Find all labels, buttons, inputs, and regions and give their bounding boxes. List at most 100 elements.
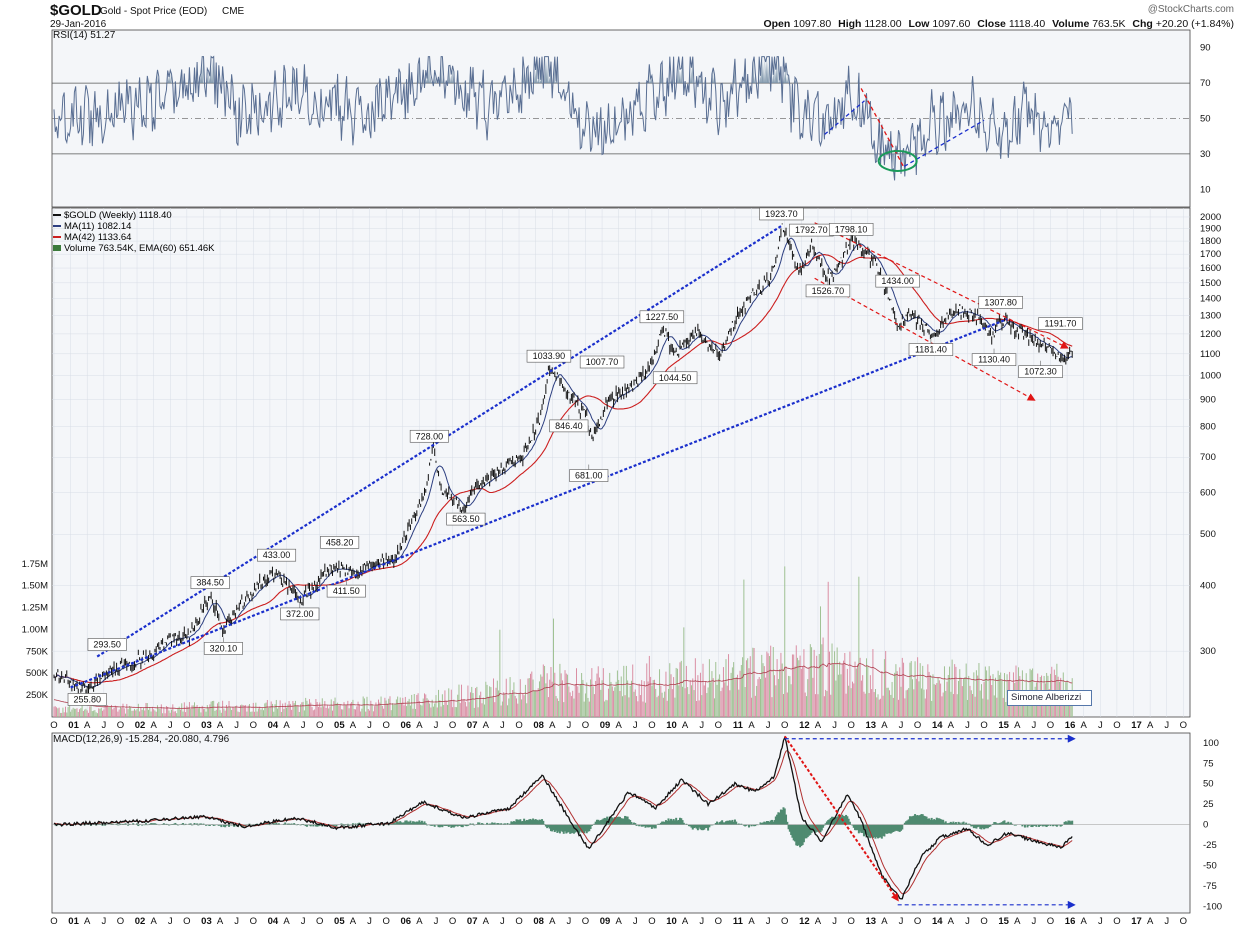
- volume-bar: [702, 663, 704, 717]
- macd-hist-bar: [1054, 824, 1057, 826]
- macd-hist-bar: [1027, 824, 1030, 826]
- volume-bar: [703, 685, 705, 717]
- volume-bar: [328, 708, 330, 717]
- macd-hist-bar: [804, 824, 807, 839]
- macd-hist-bar: [839, 816, 842, 825]
- macd-hist-bar: [144, 823, 147, 825]
- volume-bar: [904, 698, 906, 717]
- volume-bar: [370, 700, 372, 717]
- volume-bar: [188, 702, 190, 717]
- price-y-tick-label: 500: [1200, 529, 1216, 540]
- volume-bar: [855, 668, 857, 717]
- macd-hist-bar: [556, 824, 559, 833]
- volume-bar: [597, 666, 599, 717]
- volume-bar: [584, 693, 586, 717]
- price-x-tick-label: A: [1147, 720, 1154, 731]
- volume-bar: [298, 711, 300, 717]
- macd-hist-bar: [635, 824, 638, 826]
- rsi-trendline-blue-1: [824, 100, 865, 135]
- volume-bar: [706, 693, 708, 717]
- volume-bar: [307, 703, 309, 717]
- macd-y-tick-label: 75: [1203, 758, 1214, 769]
- price-label-box: [67, 693, 107, 706]
- volume-bar: [666, 700, 668, 717]
- macd-hist-bar: [878, 824, 881, 838]
- price-point-label: 372.00: [286, 609, 314, 619]
- macd-hist-bar: [180, 823, 183, 825]
- volume-bar: [987, 699, 989, 717]
- volume-bar: [95, 712, 97, 717]
- volume-bar: [211, 700, 213, 717]
- volume-bar: [326, 705, 328, 717]
- volume-bar: [973, 672, 975, 717]
- macd-hist-bar: [391, 823, 394, 825]
- macd-hist-bar: [557, 824, 560, 832]
- volume-bar: [426, 698, 428, 717]
- macd-hist-bar: [489, 823, 492, 825]
- volume-bar: [991, 685, 993, 717]
- volume-bar: [522, 693, 524, 717]
- volume-bar: [956, 694, 958, 717]
- macd-hist-bar: [1043, 824, 1046, 826]
- volume-bar: [91, 711, 93, 717]
- macd-hist-bar: [645, 824, 648, 827]
- macd-hist-bar: [926, 818, 929, 825]
- volume-bar: [467, 685, 469, 717]
- volume-bar: [519, 679, 521, 717]
- macd-hist-bar: [447, 824, 450, 827]
- price-y-tick-label: 2000: [1200, 212, 1221, 223]
- volume-bar: [554, 672, 556, 717]
- volume-bar: [284, 702, 286, 717]
- macd-hist-bar: [624, 815, 627, 825]
- price-x-tick-label: A: [815, 720, 822, 731]
- price-x-tick-label: O: [715, 720, 722, 731]
- macd-hist-bar: [740, 823, 743, 825]
- macd-hist-bar: [819, 824, 822, 833]
- macd-hist-bar: [947, 823, 950, 825]
- volume-bar: [362, 696, 364, 717]
- volume-bar: [974, 696, 976, 717]
- volume-bar: [789, 676, 791, 717]
- macd-hist-bar: [861, 824, 864, 834]
- macd-hist-bar: [949, 821, 952, 825]
- volume-bar: [859, 657, 861, 717]
- volume-bar: [794, 666, 796, 717]
- macd-hist-bar: [983, 824, 986, 830]
- volume-bar: [73, 708, 75, 717]
- volume-bar: [507, 705, 509, 717]
- volume-bar: [846, 668, 848, 717]
- macd-hist-bar: [578, 824, 581, 834]
- macd-hist-bar: [1040, 824, 1043, 826]
- volume-bar: [965, 663, 967, 717]
- macd-x-tick-label: 15: [998, 916, 1009, 927]
- volume-bar: [209, 704, 211, 717]
- price-point-label: 1072.30: [1024, 367, 1057, 377]
- macd-hist-bar: [153, 823, 156, 825]
- macd-hist-bar: [173, 823, 176, 825]
- macd-hist-bar: [272, 822, 275, 825]
- macd-hist-bar: [906, 820, 909, 825]
- macd-hist-bar: [793, 824, 796, 842]
- volume-bar: [832, 663, 834, 717]
- macd-hist-bar: [744, 824, 747, 827]
- macd-x-tick-label: J: [168, 916, 173, 927]
- volume-bar: [347, 700, 349, 717]
- volume-bar: [121, 707, 123, 717]
- macd-x-tick-label: J: [832, 916, 837, 927]
- macd-hist-bar: [363, 824, 366, 826]
- exchange: CME: [222, 6, 245, 17]
- macd-x-tick-label: 12: [799, 916, 810, 927]
- macd-hist-bar: [963, 823, 966, 825]
- macd-hist-bar: [286, 823, 289, 825]
- volume-bar: [607, 688, 609, 717]
- volume-bar: [652, 680, 654, 717]
- macd-hist-bar: [871, 824, 874, 839]
- macd-hist-bar: [220, 824, 223, 828]
- price-label-box: [549, 419, 589, 433]
- volume-bar: [853, 683, 855, 717]
- volume-bar: [109, 705, 111, 717]
- macd-hist-bar: [773, 820, 776, 825]
- volume-bar: [134, 708, 135, 717]
- volume-bar: [181, 703, 183, 717]
- price-x-tick-label: A: [1014, 720, 1021, 731]
